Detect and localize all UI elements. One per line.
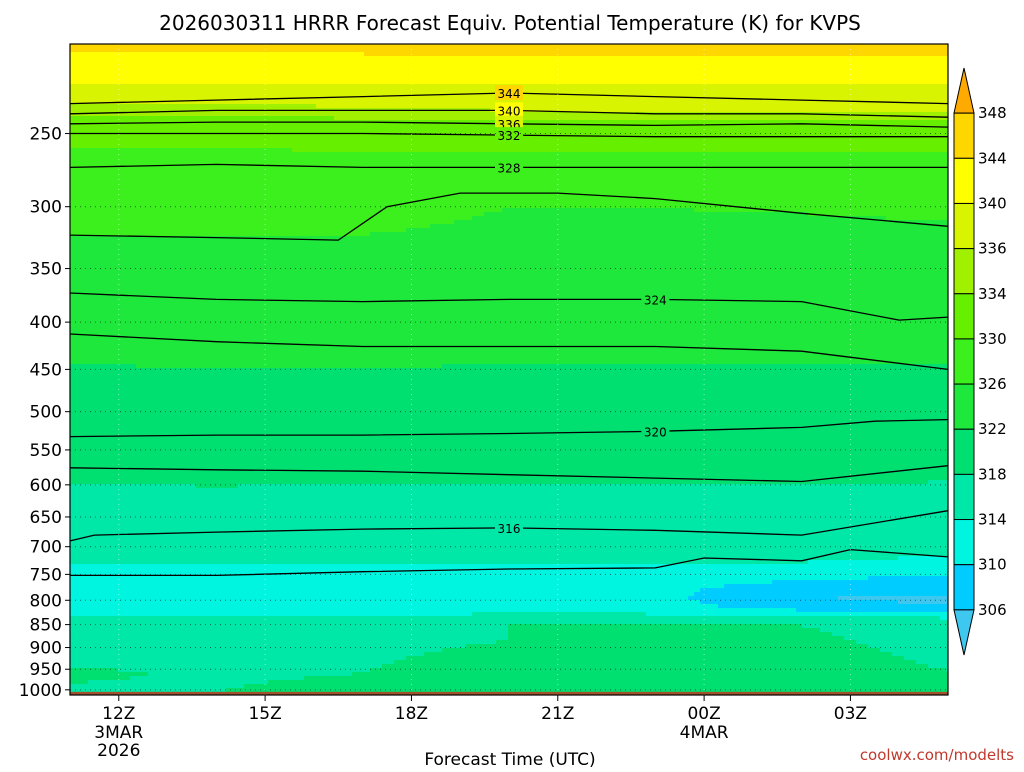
y-tick-label: 300 <box>30 198 62 218</box>
chart-title: 2026030311 HRRR Forecast Equiv. Potentia… <box>159 11 861 35</box>
colorbar-segment <box>954 339 974 384</box>
y-tick-label: 600 <box>30 476 62 496</box>
y-tick-label: 950 <box>30 660 62 680</box>
colorbar-label: 322 <box>978 420 1007 438</box>
colorbar-label: 326 <box>978 375 1007 393</box>
colorbar-segment <box>954 474 974 519</box>
x-tick-label: 15Z <box>248 704 281 724</box>
colorbar: 348 344 340 336 334 330 326 322 318 314 310 306 <box>954 68 1007 655</box>
colorbar-segment <box>954 203 974 248</box>
x-tick-year: 2026 <box>97 741 140 761</box>
contour-label-344: 344 <box>498 87 521 101</box>
y-tick-label: 550 <box>30 441 62 461</box>
credit-text: coolwx.com/modelts <box>860 746 1014 764</box>
x-tick-date: 3MAR <box>94 723 143 743</box>
colorbar-label: 336 <box>978 240 1007 258</box>
y-tick-label: 850 <box>30 616 62 636</box>
y-tick-label: 650 <box>30 508 62 528</box>
x-axis-label: Forecast Time (UTC) <box>424 750 595 768</box>
colorbar-segment <box>954 158 974 203</box>
colorbar-label: 330 <box>978 330 1007 348</box>
colorbar-label: 340 <box>978 194 1007 212</box>
colorbar-segment <box>954 294 974 339</box>
y-tick-label: 250 <box>30 125 62 145</box>
colorbar-label: 348 <box>978 104 1007 122</box>
colorbar-segment <box>954 520 974 565</box>
y-tick-label: 350 <box>30 260 62 280</box>
colorbar-label: 344 <box>978 149 1007 167</box>
y-axis: 250 300 350 400 450 500 550 600 650 700 750 800 850 9… <box>19 125 70 701</box>
colorbar-label: 310 <box>978 556 1007 574</box>
colorbar-segment <box>954 384 974 429</box>
x-tick-label: 18Z <box>395 704 428 724</box>
x-tick-label: 21Z <box>541 704 574 724</box>
colorbar-segment <box>954 565 974 610</box>
contour-label-328: 328 <box>498 161 521 175</box>
colorbar-label: 334 <box>978 285 1007 303</box>
contour-label-332: 332 <box>498 129 521 143</box>
contour-label-320: 320 <box>644 425 667 439</box>
colorbar-label: 306 <box>978 601 1007 619</box>
colorbar-segment <box>954 249 974 294</box>
y-tick-label: 750 <box>30 565 62 585</box>
colorbar-segment <box>954 429 974 474</box>
x-tick-label: 12Z <box>102 704 135 724</box>
x-tick-date: 4MAR <box>680 723 729 743</box>
y-tick-label: 450 <box>30 360 62 380</box>
colorbar-top-arrow <box>954 68 974 113</box>
colorbar-label: 318 <box>978 465 1007 483</box>
contour-label-316: 316 <box>498 522 521 536</box>
x-tick-label: 03Z <box>834 704 867 724</box>
x-tick-label: 00Z <box>687 704 720 724</box>
contour-label-324: 324 <box>644 293 667 307</box>
colorbar-label: 314 <box>978 511 1007 529</box>
y-tick-label: 500 <box>30 403 62 423</box>
y-tick-label: 700 <box>30 538 62 558</box>
colorbar-bottom-arrow <box>954 610 974 655</box>
colorbar-segment <box>954 113 974 158</box>
y-tick-label: 900 <box>30 639 62 659</box>
y-tick-label: 1000 <box>19 681 62 701</box>
y-tick-label: 800 <box>30 591 62 611</box>
y-tick-label: 400 <box>30 313 62 333</box>
